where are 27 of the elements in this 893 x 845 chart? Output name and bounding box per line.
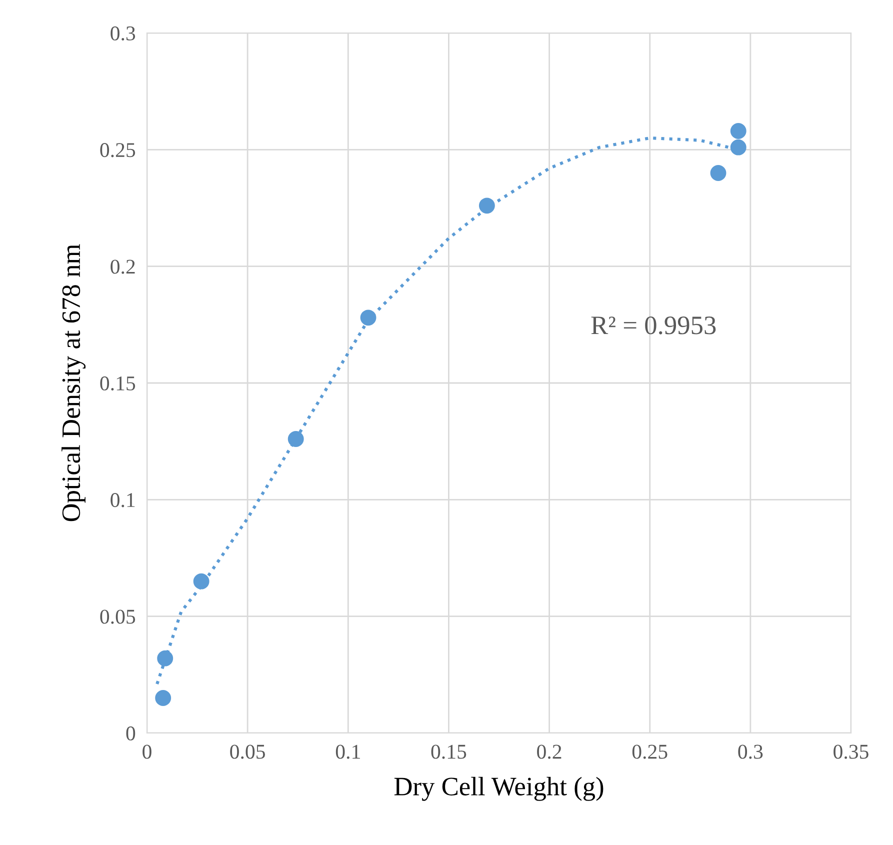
y-tick-label: 0.05 [100,610,136,624]
annotation: R² = 0.9953 [591,316,716,334]
x-tick-label: 0.2 [537,744,562,759]
point [360,310,376,326]
point [157,650,174,666]
point [730,139,746,156]
point [478,198,495,214]
y-tick-label: 0.3 [110,26,136,41]
point [730,123,746,139]
y-tick-label: 0.25 [100,143,136,158]
x-axis-title: Dry Cell Weight (g) [394,776,604,801]
x-tick-label: 0.35 [834,744,868,759]
y-tick-label: 0 [126,726,136,740]
x-tick-label: 0.3 [738,744,763,759]
point [288,431,304,447]
y-tick-label: 0.2 [110,260,135,274]
x-tick-label: 0.25 [632,744,668,759]
x-tick-label: 0.1 [336,744,360,759]
x-tick-label: 0.05 [230,744,265,759]
y-tick-label: 0.1 [110,493,135,508]
point [155,690,172,706]
point [193,573,210,590]
y-tick-label: 0.15 [100,376,136,391]
point [710,165,726,181]
y-axis-title: Optical Density at 678 nm [62,244,86,522]
x-tick-label: 0.15 [431,744,466,759]
x-tick-label: 0 [142,744,152,759]
